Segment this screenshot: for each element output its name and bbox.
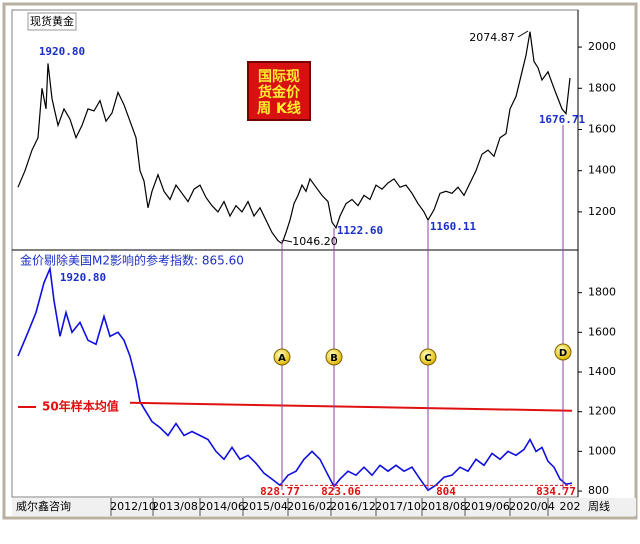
y-tick-label: 1800 xyxy=(588,81,616,94)
footer-source: 威尔鑫咨询 xyxy=(16,499,71,513)
footer-period: 周线 xyxy=(588,499,610,513)
chart-title: 现货黄金 xyxy=(30,14,74,28)
annotation: 1920.80 xyxy=(60,271,106,284)
x-tick-label: 2020/04 xyxy=(509,500,555,513)
marker-ball xyxy=(325,348,343,366)
annotation: 1920.80 xyxy=(39,45,85,58)
marker-ball xyxy=(273,348,291,366)
y-tick-label: 1000 xyxy=(588,444,616,457)
y-tick-label: 1200 xyxy=(588,405,616,418)
y-tick-label: 1800 xyxy=(588,286,616,299)
annotation: 1676.71 xyxy=(539,113,586,126)
annotation-arrow xyxy=(282,239,293,243)
annotation-arrow xyxy=(517,30,529,38)
x-tick-label: 2016/02 xyxy=(287,500,333,513)
series-line xyxy=(129,401,573,412)
marker-label: C xyxy=(424,353,431,364)
x-axis-bar xyxy=(12,498,636,516)
x-tick-label: 2012/10 xyxy=(110,500,156,513)
marker-label: D xyxy=(559,348,567,359)
x-tick-label: 2019/06 xyxy=(464,500,510,513)
legend-label: 50年样本均值 xyxy=(42,399,119,414)
badge-line: 货金价 xyxy=(257,84,301,101)
y-tick-label: 1600 xyxy=(588,122,616,135)
x-tick-label: 2014/06 xyxy=(199,500,245,513)
annotation: 1160.11 xyxy=(430,220,477,233)
annotation: 1122.60 xyxy=(337,224,383,237)
marker-label: A xyxy=(278,353,286,364)
x-tick-label: 2017/10 xyxy=(375,500,421,513)
x-tick-label: 2015/04 xyxy=(242,500,288,513)
annotation: 2074.87 xyxy=(469,31,515,44)
badge xyxy=(247,61,311,121)
badge-line: 周 K线 xyxy=(257,100,301,117)
title-box xyxy=(27,12,77,31)
y-tick-label: 1400 xyxy=(588,365,616,378)
series-line xyxy=(17,31,571,245)
badge-line: 国际现 xyxy=(258,69,300,85)
marker-ball xyxy=(419,348,437,366)
series-line xyxy=(17,265,573,492)
marker-label: B xyxy=(330,353,338,364)
y-tick-label: 1400 xyxy=(588,164,616,177)
annotation: 823.06 xyxy=(321,485,361,498)
annotation: 804 xyxy=(436,485,456,498)
marker-ball xyxy=(554,343,572,361)
y-tick-label: 2000 xyxy=(588,40,616,53)
annotation: 828.77 xyxy=(260,485,300,498)
x-tick-label: 2016/12 xyxy=(330,500,376,513)
x-tick-label: 2018/08 xyxy=(421,500,467,513)
panel-title: 金价剔除美国M2影响的参考指数: 865.60 xyxy=(20,253,244,268)
x-tick-label: 202 xyxy=(560,500,581,513)
y-tick-label: 800 xyxy=(588,484,609,497)
y-tick-label: 1600 xyxy=(588,325,616,338)
y-tick-label: 1200 xyxy=(588,205,616,218)
annotation: 1046.20 xyxy=(292,235,338,248)
x-tick-label: 2013/08 xyxy=(152,500,198,513)
annotation: 834.77 xyxy=(536,485,576,498)
